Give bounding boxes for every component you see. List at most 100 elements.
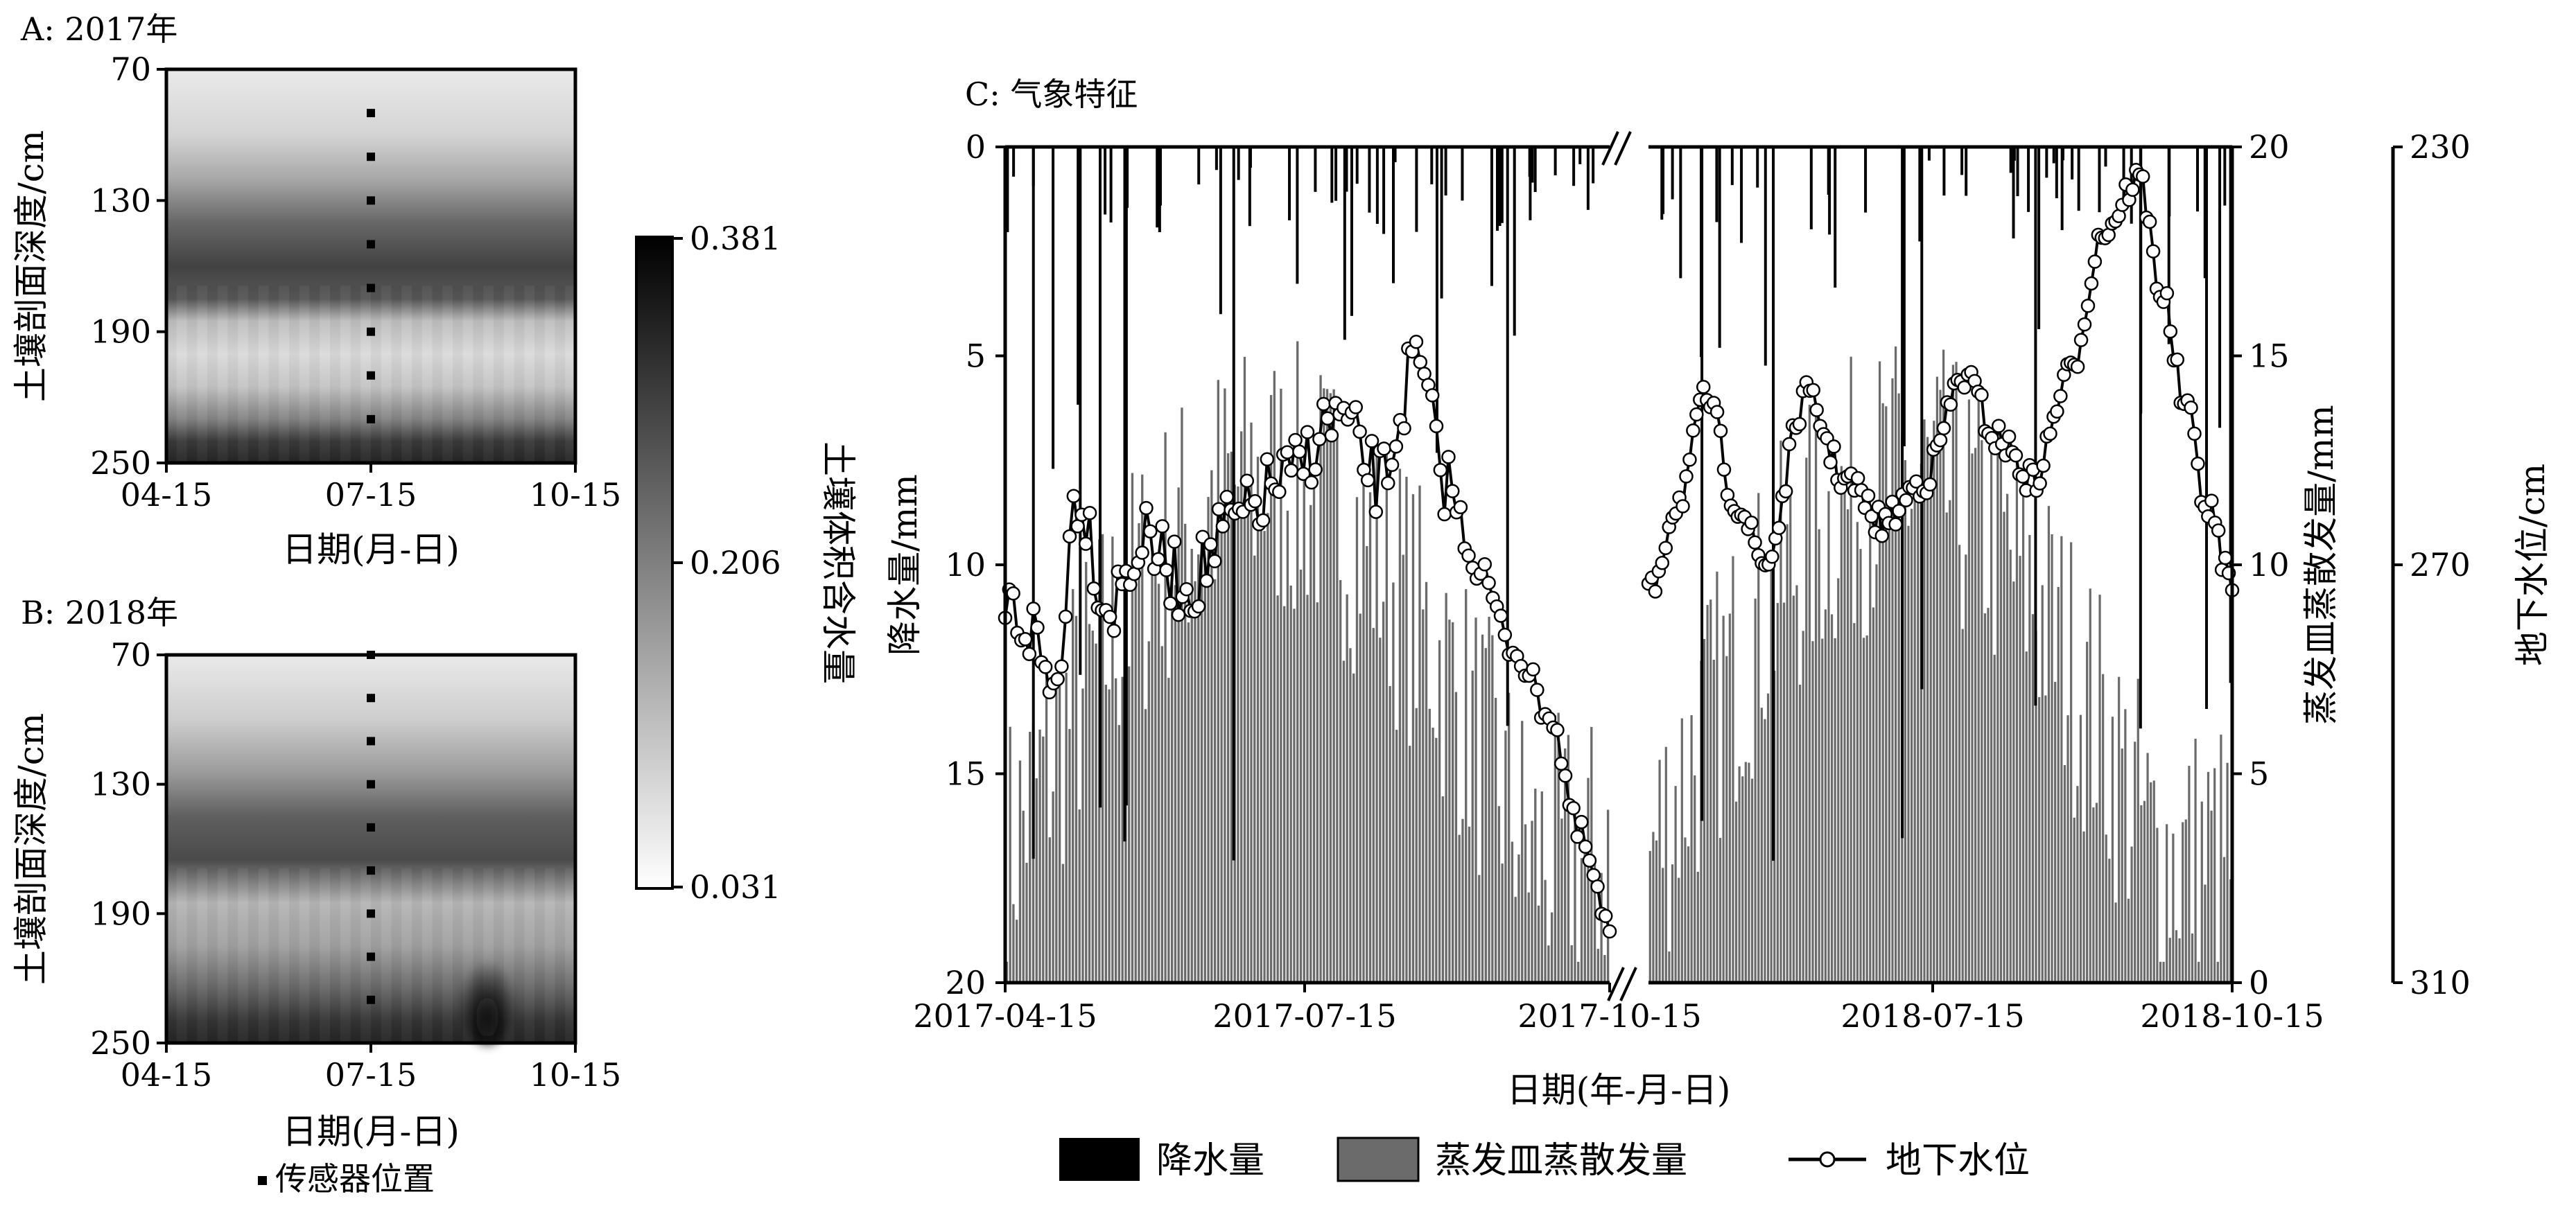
evap-bar bbox=[2159, 961, 2162, 983]
evap-bar bbox=[1738, 766, 1741, 983]
evap-bar bbox=[1448, 620, 1451, 983]
groundwater-point bbox=[1713, 423, 1728, 439]
evap-bar bbox=[1366, 545, 1368, 983]
evap-bar bbox=[2191, 933, 2194, 983]
evap-bar bbox=[1220, 509, 1223, 983]
evap-bar bbox=[2035, 631, 2037, 983]
evap-bar bbox=[1200, 534, 1203, 983]
groundwater-point bbox=[1272, 484, 1287, 500]
precip-bar bbox=[2009, 147, 2012, 173]
evap-bar bbox=[1821, 638, 1824, 983]
precip-tick-label: 15 bbox=[945, 755, 986, 793]
evap-bar bbox=[1061, 863, 1065, 983]
groundwater-point bbox=[1991, 419, 2006, 433]
evap-bar bbox=[1703, 639, 1706, 983]
groundwater-point bbox=[1155, 519, 1169, 534]
evap-bar bbox=[1045, 676, 1048, 983]
y-tick-label: 70 bbox=[110, 51, 151, 88]
groundwater-point bbox=[1082, 506, 1097, 520]
precip-bar bbox=[1715, 147, 1718, 222]
evap-bar bbox=[1779, 440, 1782, 983]
evap-bar bbox=[1134, 579, 1137, 983]
evap-bar bbox=[1325, 389, 1329, 983]
evap-bar bbox=[1514, 897, 1517, 983]
evap-bar bbox=[1342, 660, 1346, 983]
precip-bar bbox=[1498, 147, 1502, 227]
colorbar-tick-mid: 0.206 bbox=[690, 544, 781, 581]
evap-bar bbox=[1843, 489, 1846, 983]
groundwater-point bbox=[1602, 924, 1617, 939]
groundwater-point bbox=[1526, 662, 1540, 677]
evap-bar bbox=[1312, 467, 1316, 983]
evap-bar bbox=[1517, 854, 1520, 983]
evap-bar bbox=[1501, 863, 1504, 983]
evap-bar bbox=[1042, 736, 1045, 983]
precip-tick-label: 0 bbox=[966, 128, 986, 166]
axis-break-top bbox=[1601, 131, 1632, 166]
sensor-marker bbox=[367, 109, 375, 118]
evap-bar bbox=[1971, 453, 1974, 983]
groundwater-point bbox=[1151, 552, 1166, 567]
evap-bar bbox=[1398, 468, 1402, 983]
groundwater-point bbox=[1655, 556, 1670, 570]
evap-bar bbox=[2216, 961, 2219, 983]
evap-bar bbox=[1409, 746, 1411, 983]
evap-bar bbox=[1402, 554, 1404, 983]
evap-bar bbox=[1226, 453, 1230, 983]
groundwater-point bbox=[1062, 529, 1077, 544]
evap-bar bbox=[1484, 648, 1487, 983]
precip-bar bbox=[1393, 147, 1397, 163]
evap-bar bbox=[1405, 476, 1408, 983]
evap-bar bbox=[1958, 545, 1961, 983]
colorbar: 0.381 0.206 0.031 土壤体积含水量 bbox=[635, 220, 858, 906]
groundwater-point bbox=[1143, 524, 1158, 538]
evap-bar bbox=[1917, 484, 1920, 983]
groundwater-point bbox=[1689, 407, 1704, 422]
evap-bar bbox=[2012, 581, 2015, 983]
precip-bar bbox=[1730, 147, 1734, 186]
groundwater-point bbox=[1215, 519, 1230, 534]
evap-bar bbox=[1824, 609, 1827, 983]
evap-bar bbox=[1194, 581, 1196, 983]
panel-a-label: A: 2017年 bbox=[20, 10, 177, 48]
groundwater-point bbox=[1765, 550, 1779, 564]
groundwater-point bbox=[2135, 169, 2150, 184]
groundwater-point bbox=[2001, 429, 2017, 444]
evap-bar bbox=[1203, 558, 1206, 983]
evap-bar bbox=[1114, 678, 1117, 983]
precip-bar bbox=[1330, 147, 1334, 203]
evap-bar bbox=[2098, 595, 2101, 983]
evap-bar bbox=[1521, 721, 1524, 983]
evap-bar bbox=[1718, 838, 1722, 983]
evap-bar bbox=[1055, 686, 1058, 983]
evap-bar bbox=[2198, 961, 2200, 983]
groundwater-point bbox=[1179, 581, 1194, 597]
groundwater-point bbox=[1558, 768, 1573, 783]
groundwater-point bbox=[1433, 462, 1448, 477]
groundwater-point bbox=[1389, 439, 1404, 454]
groundwater-point bbox=[1481, 575, 1496, 590]
precip-bar bbox=[2205, 147, 2209, 710]
panel-b-label: B: 2018年 bbox=[21, 594, 178, 631]
evap-bar bbox=[1411, 494, 1415, 983]
precip-bar bbox=[1350, 147, 1353, 316]
groundwater-point bbox=[2015, 469, 2030, 484]
sensor-marker bbox=[367, 414, 375, 423]
evap-bar bbox=[1319, 375, 1322, 983]
evap-bar bbox=[1734, 801, 1738, 983]
precip-bar bbox=[1012, 147, 1016, 177]
evap-bar bbox=[1323, 388, 1325, 983]
evap-bar bbox=[1154, 563, 1157, 983]
evap-bar bbox=[1888, 501, 1890, 983]
groundwater-point bbox=[1360, 473, 1375, 488]
precip-bar bbox=[1343, 147, 1346, 340]
precip-bar bbox=[1006, 147, 1009, 232]
precip-bar bbox=[1077, 147, 1080, 405]
evap-bar bbox=[1712, 659, 1715, 983]
precip-bar bbox=[1392, 147, 1395, 283]
groundwater-point bbox=[1686, 423, 1700, 438]
evap-bar bbox=[1544, 879, 1547, 983]
evap-bar bbox=[1243, 356, 1246, 983]
evap-bar bbox=[1286, 510, 1289, 983]
sensor-marker bbox=[367, 952, 375, 961]
